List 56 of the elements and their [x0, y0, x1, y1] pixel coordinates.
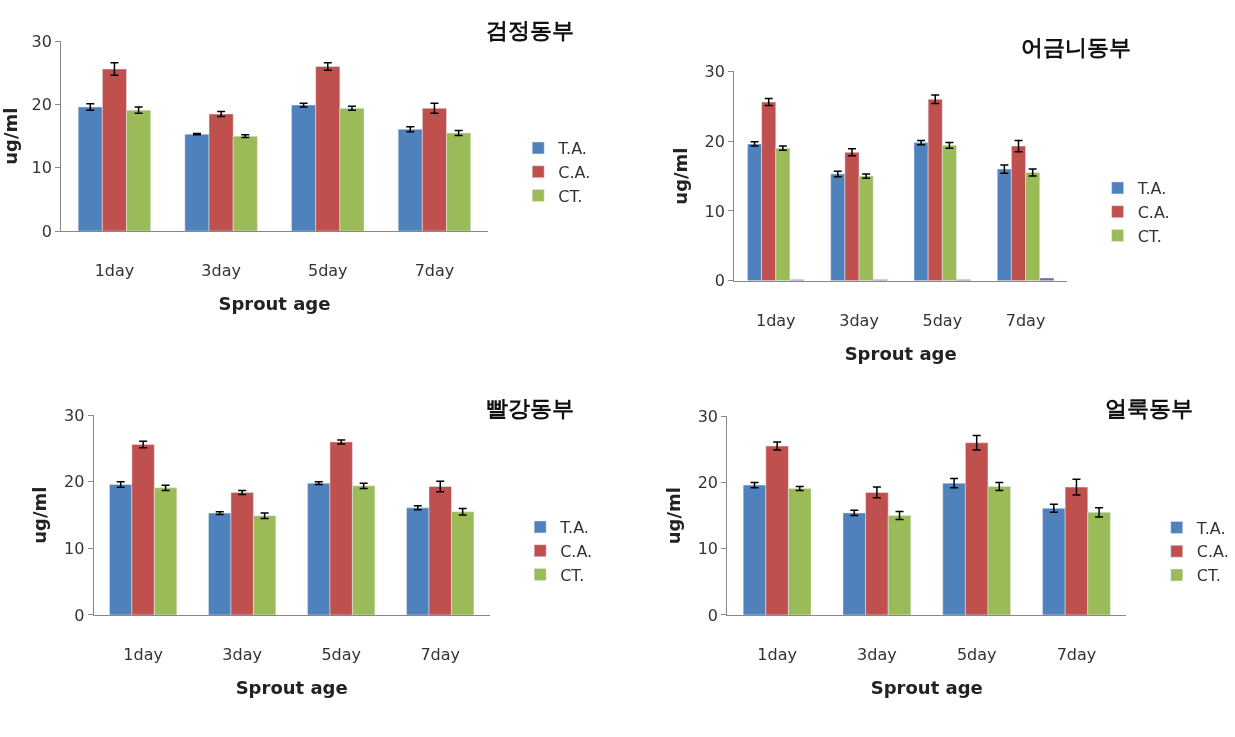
- x-tick-label: 5day: [307, 261, 348, 281]
- x-tick-label: 5day: [321, 645, 362, 665]
- y-tick-label: 10: [704, 201, 725, 221]
- y-tick-label: 10: [31, 158, 52, 178]
- y-tick-label: 20: [64, 472, 85, 492]
- y-axis-title: ug/ml: [0, 107, 21, 165]
- x-tick-label: 3day: [222, 645, 262, 665]
- y-tick-label: 0: [41, 221, 52, 241]
- legend-label: C.A.: [560, 541, 593, 561]
- y-axis-title: ug/ml: [29, 486, 51, 544]
- legend-label: CT.: [558, 186, 583, 206]
- x-tick-label: 3day: [857, 645, 897, 665]
- y-tick-label: 20: [704, 131, 725, 151]
- y-tick-label: 10: [697, 539, 719, 559]
- chart-title: 빨강동부: [486, 396, 574, 421]
- legend-label: CT.: [560, 565, 585, 585]
- x-tick-label: 5day: [956, 645, 997, 665]
- y-tick-label: 30: [31, 31, 52, 51]
- y-axis-title: ug/ml: [669, 147, 691, 205]
- y-tick-label: 20: [31, 95, 52, 115]
- y-tick-label: 0: [714, 271, 725, 291]
- x-tick-label: 3day: [201, 261, 241, 281]
- legend-label: CT.: [1137, 226, 1162, 246]
- y-tick-label: 30: [697, 406, 719, 426]
- legend-label: C.A.: [1137, 202, 1170, 222]
- x-tick-label: 3day: [839, 311, 879, 331]
- y-axis-title: ug/ml: [662, 486, 684, 545]
- chart-title: 어금니동부: [1021, 35, 1131, 60]
- y-tick-label: 0: [707, 605, 719, 625]
- x-tick-label: 7day: [1056, 645, 1097, 665]
- chart-title: 얼룩동부: [1105, 396, 1193, 421]
- x-tick-label: 7day: [1005, 311, 1046, 331]
- legend-label: T.A.: [1136, 179, 1167, 199]
- legend-label: T.A.: [1195, 518, 1226, 538]
- x-tick-label: 1day: [755, 311, 796, 331]
- x-axis-title: Sprout age: [235, 677, 348, 699]
- y-tick-label: 30: [704, 61, 725, 81]
- legend-label: C.A.: [1196, 542, 1229, 562]
- x-tick-label: 5day: [922, 311, 963, 331]
- x-tick-label: 1day: [123, 645, 163, 665]
- x-tick-label: 7day: [420, 645, 461, 665]
- legend-label: C.A.: [558, 162, 591, 182]
- x-axis-title: Sprout age: [218, 293, 331, 315]
- x-tick-label: 7day: [414, 261, 455, 281]
- y-tick-label: 0: [74, 605, 85, 625]
- x-tick-label: 1day: [757, 645, 797, 665]
- x-tick-label: 1day: [94, 261, 135, 281]
- chart-title: 검정동부: [486, 18, 574, 43]
- legend-label: T.A.: [557, 139, 587, 159]
- y-tick-label: 30: [64, 405, 85, 425]
- legend-label: T.A.: [559, 518, 589, 538]
- x-axis-title: Sprout age: [844, 343, 957, 365]
- y-tick-label: 10: [64, 538, 85, 558]
- y-tick-label: 20: [697, 473, 719, 493]
- x-axis-title: Sprout age: [870, 677, 983, 699]
- legend-label: CT.: [1196, 566, 1221, 586]
